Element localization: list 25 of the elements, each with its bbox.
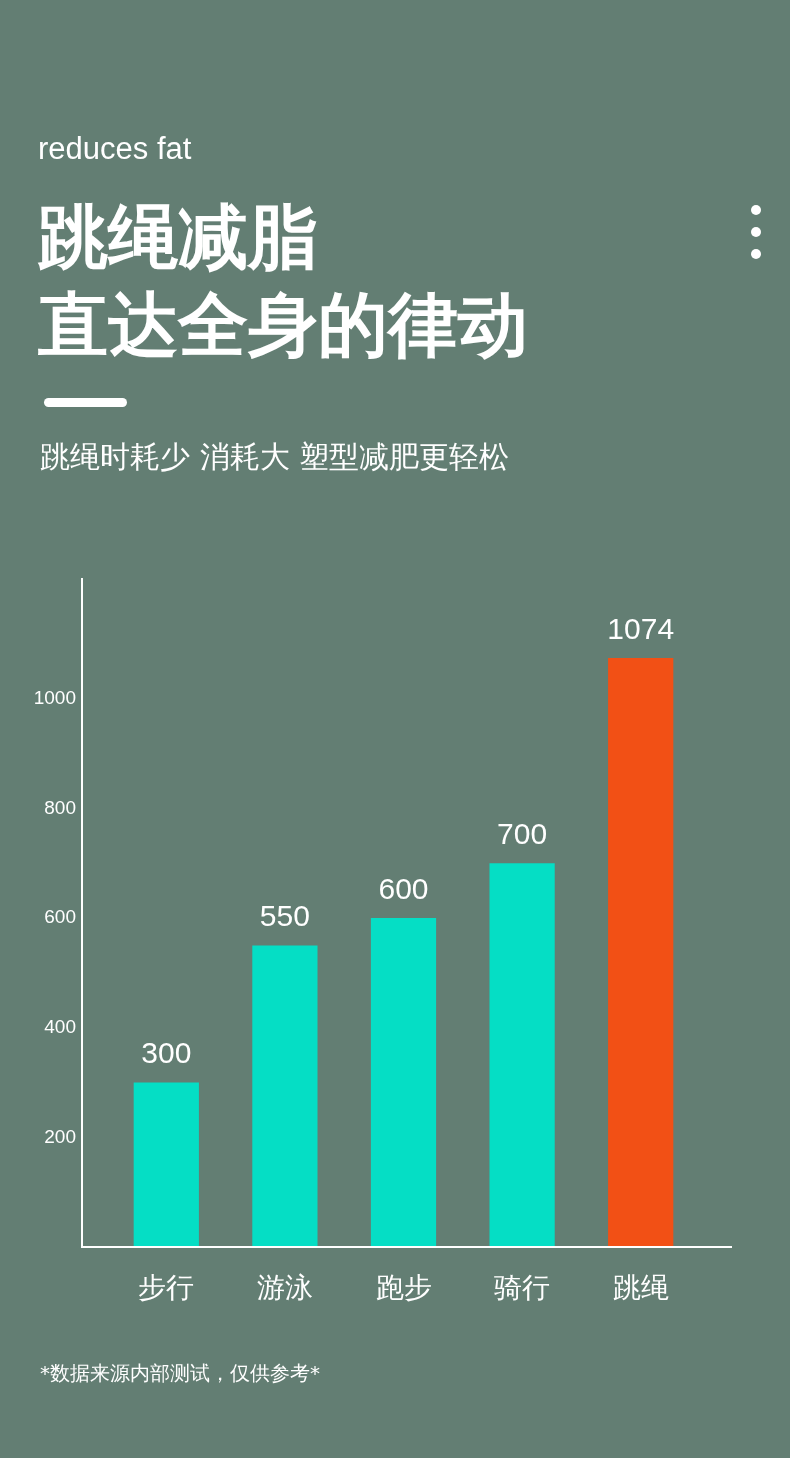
bar [370,917,437,1247]
data-label: 550 [259,899,310,933]
data-label: 300 [141,1036,192,1070]
y-tick-label: 1000 [33,686,76,708]
bar [133,1082,199,1247]
text: reduces fat [38,130,192,168]
data-label: 1074 [607,612,675,646]
x-tick-label: 跳绳 [612,1271,669,1305]
chart-subtitle: 直达全身的律动 [38,283,528,368]
x-tick-label: 骑行 [494,1271,551,1305]
bar [608,658,674,1247]
y-tick-label: 400 [44,1015,76,1037]
text: 跳绳时耗少 消耗大 塑型减肥更轻松 [40,438,510,476]
text: *数据来源内部测试，仅供参考* [40,1360,320,1386]
bar [252,945,318,1247]
chart-title: 跳绳减脂 [38,195,318,280]
x-tick-label: 跑步 [375,1271,432,1305]
y-tick-label: 200 [44,1125,76,1147]
bar [489,863,555,1247]
y-tick-label: 800 [44,796,76,818]
y-tick-label: 600 [44,906,76,928]
x-tick-label: 步行 [138,1271,195,1305]
x-tick-label: 游泳 [256,1271,313,1305]
data-label: 600 [378,871,429,905]
data-label: 700 [497,817,548,851]
